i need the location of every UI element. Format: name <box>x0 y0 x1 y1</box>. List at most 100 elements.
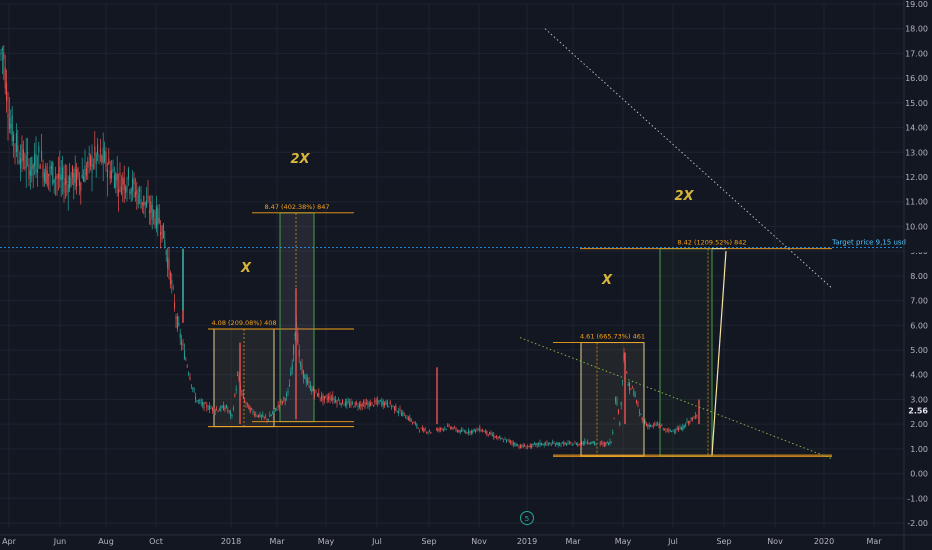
drawing-lines[interactable]: Target price 9,15 usd <box>0 28 906 460</box>
candle-body <box>483 431 485 432</box>
trendline-upper[interactable] <box>544 28 833 289</box>
y-tick-label: 14.00 <box>905 124 928 133</box>
candle-body <box>601 442 603 444</box>
x-tick-label: Aug <box>98 537 114 546</box>
candle-body <box>552 441 554 444</box>
candle-body <box>451 427 453 430</box>
candle-body <box>349 403 351 406</box>
candle-body <box>602 442 604 445</box>
candle-body <box>567 442 569 444</box>
x-tick-label: Jun <box>53 537 67 546</box>
candle-body <box>227 409 229 411</box>
candle-body <box>652 425 654 426</box>
candle-body <box>463 431 465 433</box>
candle-body <box>172 287 174 289</box>
annotation-label: 2X <box>290 152 310 167</box>
candle-body <box>437 428 439 432</box>
candle-body <box>248 404 250 410</box>
candle-body <box>690 418 692 420</box>
candle-body <box>132 178 134 192</box>
candle-body <box>413 422 415 424</box>
candle-body <box>48 174 50 176</box>
candle-body <box>574 442 576 444</box>
candle-body <box>683 425 685 429</box>
candle-body <box>116 173 118 181</box>
x-axis[interactable]: Apr Jun Aug Oct 2018 Mar May Jul Sep Nov 2019 Mar Ma… <box>0 534 932 546</box>
candle-body <box>246 402 248 405</box>
x-tick-label: Mar <box>269 537 285 546</box>
x-tick-label: Jul <box>371 537 382 546</box>
x-tick-label: Nov <box>471 537 487 546</box>
candle-body <box>629 382 631 391</box>
candle-body <box>585 442 587 444</box>
candle-body <box>353 406 355 408</box>
candle-body <box>599 442 601 445</box>
candle-body <box>477 429 479 431</box>
candle-body <box>185 359 187 361</box>
candle-body <box>532 443 534 445</box>
candle-body <box>98 156 100 158</box>
candle-body <box>197 400 199 402</box>
candle-body <box>249 407 251 413</box>
candle-body <box>682 426 684 431</box>
x-tick-label: Nov <box>767 537 783 546</box>
candle-body <box>111 170 113 179</box>
candle-body <box>571 445 573 446</box>
candle-body <box>164 239 166 247</box>
candle-body <box>150 201 152 213</box>
candle-body <box>225 405 227 408</box>
measure-box[interactable] <box>279 212 315 423</box>
candle-body <box>167 257 169 268</box>
candle-body <box>147 195 149 200</box>
candle-body <box>71 165 73 178</box>
candle-body <box>265 417 267 418</box>
y-tick-label: 10.00 <box>905 222 928 231</box>
candle-body <box>83 176 85 182</box>
measure-boxes[interactable]: 4.08 (209.08%) 408 8.47 (402.38%) 847 4.61… <box>208 203 832 457</box>
candle-body <box>370 402 372 407</box>
measure-label: 8.42 (1209.52%) 842 <box>677 239 746 247</box>
y-axis[interactable]: 19.00 18.00 17.00 16.00 15.00 14.00 13.00 12.00… <box>903 0 932 550</box>
candle-body <box>414 423 416 424</box>
candle-body <box>543 443 545 445</box>
measure-box[interactable] <box>659 248 713 457</box>
candle-body <box>356 402 358 404</box>
candle-body <box>330 398 332 401</box>
candle-body <box>470 430 472 434</box>
candle-body <box>67 184 69 193</box>
candle-body <box>162 223 164 239</box>
candle-body <box>123 178 125 191</box>
x-tick-label: May <box>318 537 335 546</box>
candle-body <box>522 445 524 447</box>
candle-body <box>466 432 468 434</box>
candle-body <box>535 443 537 445</box>
candle-body <box>211 407 213 411</box>
candle-body <box>500 438 502 440</box>
candle-body <box>396 411 398 413</box>
candle-body <box>358 403 360 408</box>
candle-body <box>542 444 544 446</box>
candle-body <box>274 408 276 410</box>
x-tick-label: 2019 <box>517 537 537 546</box>
candle-body <box>615 397 617 402</box>
candle-body <box>59 166 61 181</box>
candle-body <box>620 402 622 406</box>
candle-body <box>169 272 171 285</box>
candle-body <box>15 132 17 153</box>
candle-body <box>540 442 542 445</box>
candle-body <box>465 431 467 434</box>
events-badge[interactable] <box>520 511 534 525</box>
projection-line[interactable] <box>711 251 727 456</box>
candle-body <box>515 444 517 447</box>
candle-body <box>357 406 359 408</box>
candle-body <box>333 398 335 400</box>
candle-body <box>617 409 619 414</box>
candle-body <box>53 179 55 183</box>
y-tick-label: 4.00 <box>910 371 928 380</box>
candle-body <box>400 412 402 416</box>
candle-body <box>106 169 108 178</box>
candle-body <box>416 423 418 427</box>
measure-box[interactable] <box>580 342 645 457</box>
candle-body <box>137 194 139 205</box>
